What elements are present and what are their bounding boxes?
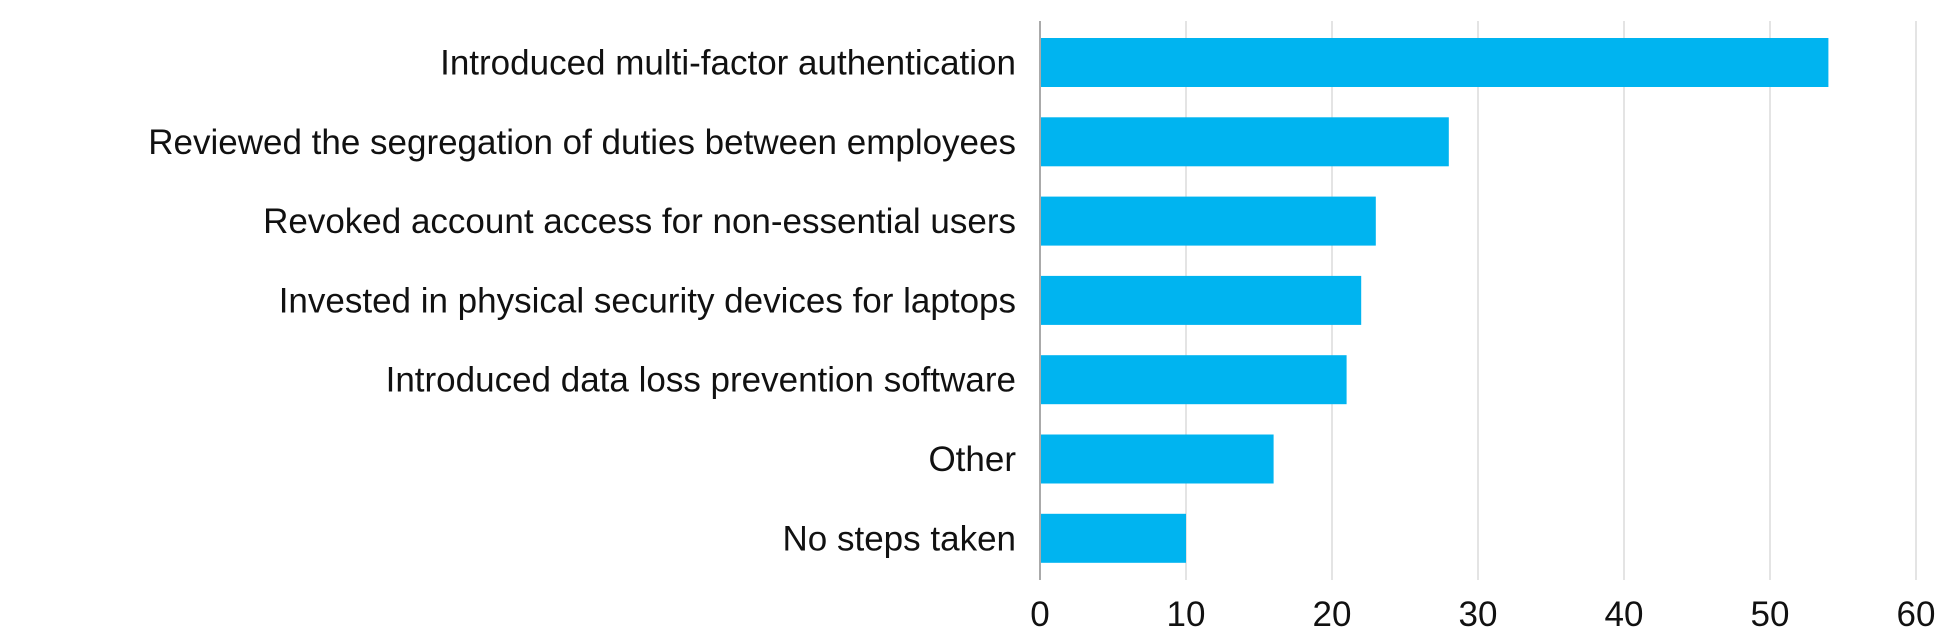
x-tick-label: 0 bbox=[1030, 595, 1049, 634]
bar bbox=[1040, 275, 1362, 325]
x-tick-label: 10 bbox=[1167, 595, 1206, 634]
bar bbox=[1040, 513, 1186, 563]
category-label: Invested in physical security devices fo… bbox=[279, 281, 1016, 320]
bar bbox=[1040, 196, 1376, 246]
category-label: Revoked account access for non-essential… bbox=[263, 202, 1016, 241]
x-tick-label: 20 bbox=[1313, 595, 1352, 634]
x-tick-label: 30 bbox=[1459, 595, 1498, 634]
bar bbox=[1040, 355, 1347, 405]
bar bbox=[1040, 434, 1274, 484]
x-tick-label: 40 bbox=[1605, 595, 1644, 634]
category-label: Introduced multi-factor authentication bbox=[440, 44, 1016, 83]
bar bbox=[1040, 117, 1449, 167]
x-tick-label: 50 bbox=[1751, 595, 1790, 634]
bar bbox=[1040, 38, 1829, 87]
category-label: Reviewed the segregation of duties betwe… bbox=[148, 123, 1016, 162]
category-label: Other bbox=[928, 440, 1016, 479]
x-tick-label: 60 bbox=[1897, 595, 1936, 634]
category-label: No steps taken bbox=[783, 519, 1016, 558]
category-label: Introduced data loss prevention software bbox=[386, 361, 1016, 400]
